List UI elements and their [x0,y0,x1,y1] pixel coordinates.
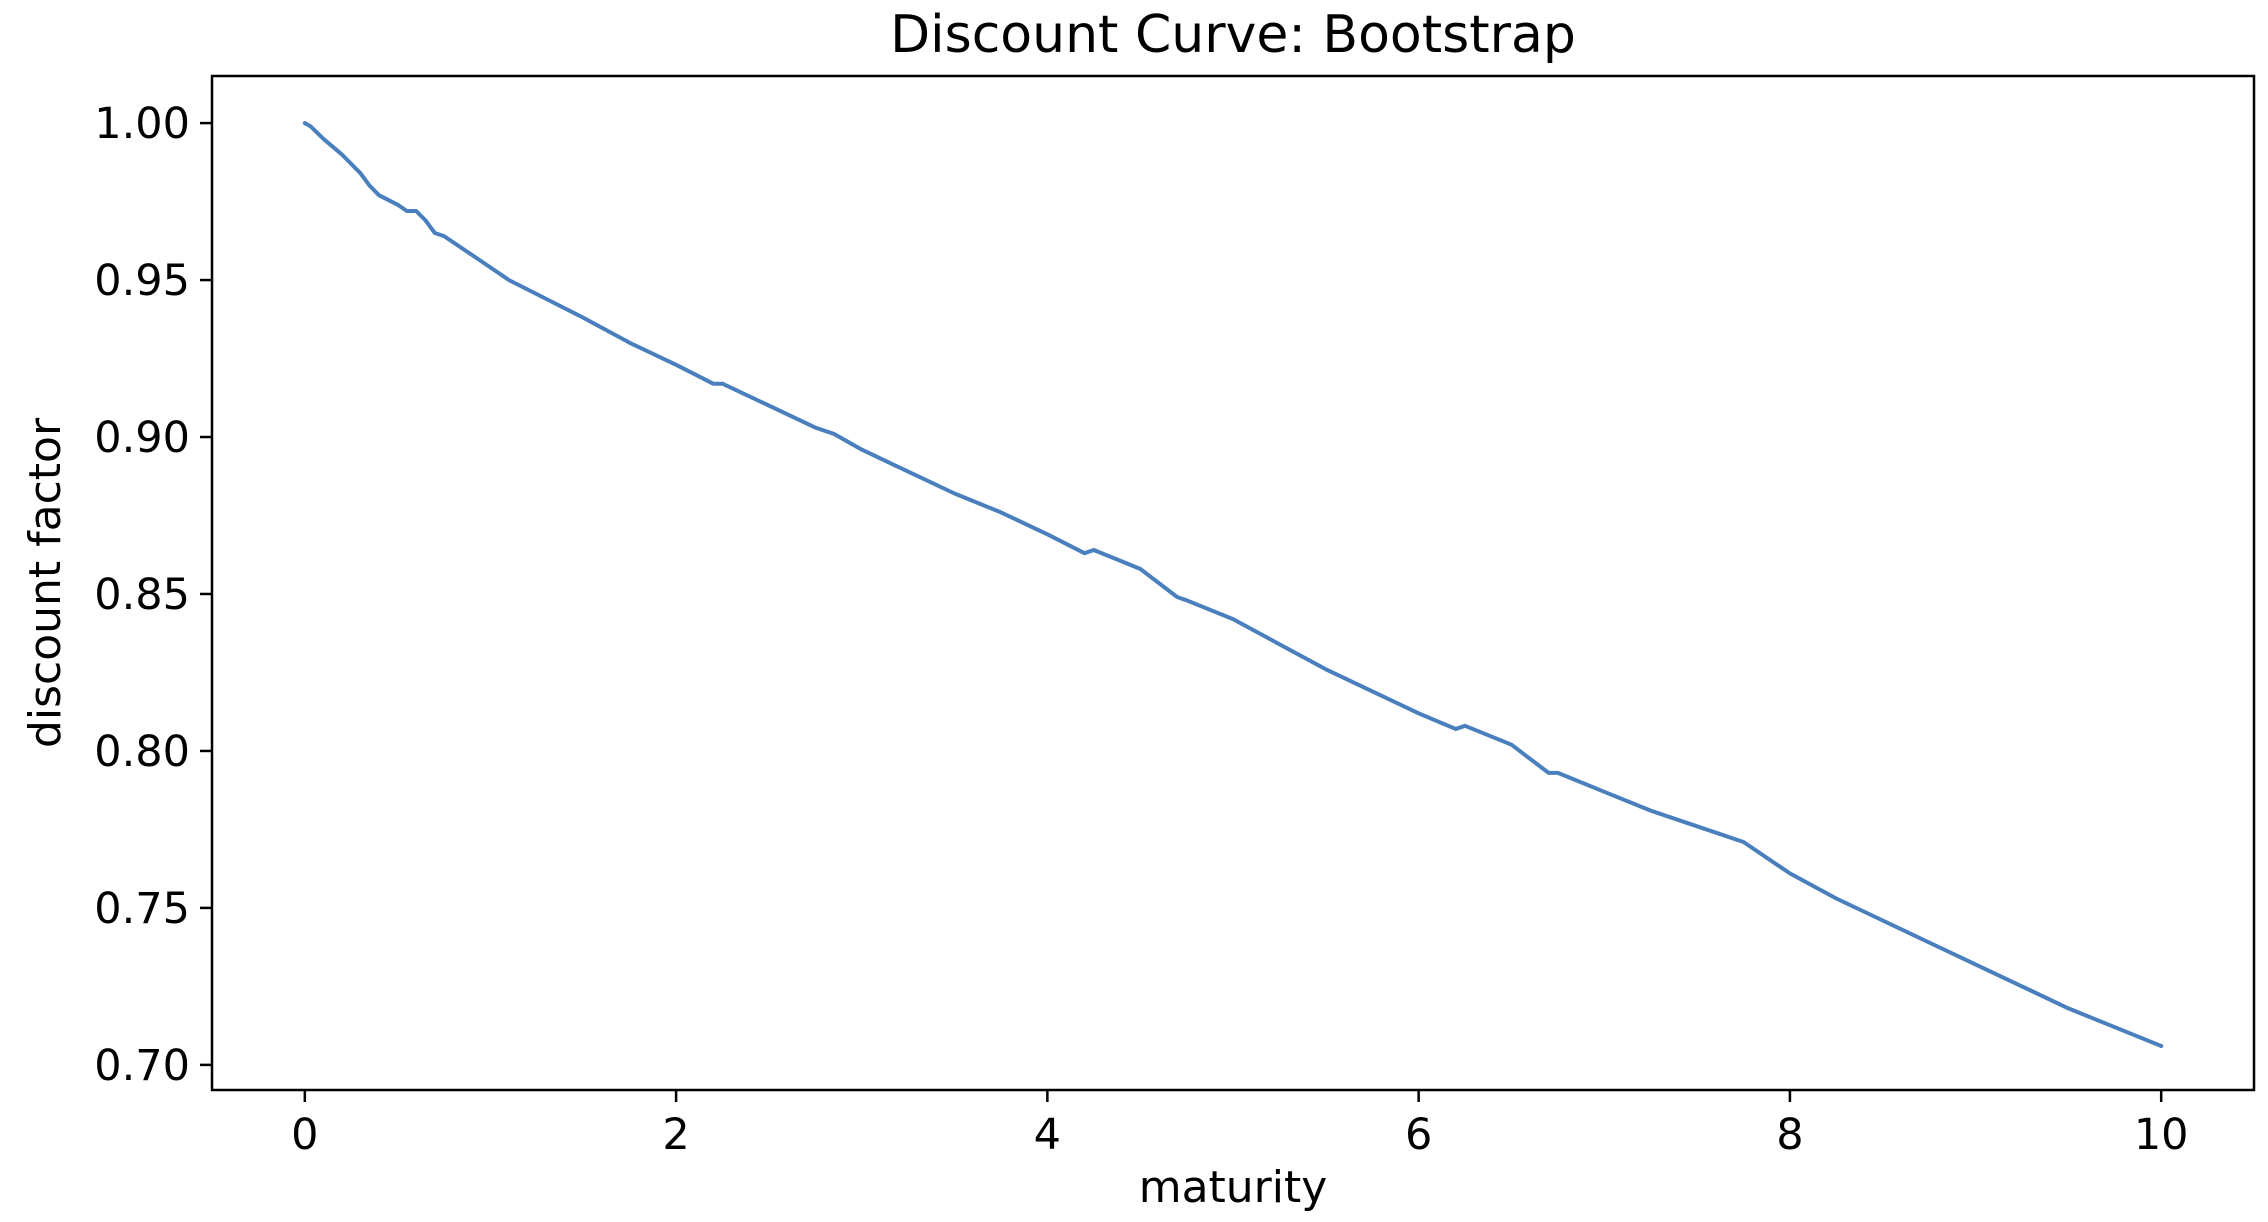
x-axis-label: maturity [1139,1162,1328,1213]
x-tick-label: 8 [1776,1110,1803,1160]
x-tick-label: 4 [1034,1110,1061,1160]
x-tick-label: 6 [1405,1110,1432,1160]
x-axis: 0 2 4 6 8 10 [291,1090,2189,1160]
y-axis-label: discount factor [20,417,71,748]
series-line-0 [302,121,2164,1048]
y-tick-label: 0.95 [94,256,190,306]
y-tick-label: 0.70 [94,1041,190,1091]
y-axis: 0.70 0.75 0.80 0.85 0.90 0.95 1.00 [94,99,212,1091]
y-tick-label: 0.85 [94,570,190,620]
x-tick-label: 10 [2134,1110,2189,1160]
plot-area: 0 2 4 6 8 10 0.70 0.75 0.80 0.85 0.90 0.95 1.00 [94,74,2256,1160]
x-tick-label: 0 [291,1110,318,1160]
chart-title: Discount Curve: Bootstrap [890,5,1576,65]
plot-frame [210,74,2256,1092]
series-layer [302,121,2164,1048]
y-tick-label: 0.75 [94,884,190,934]
y-tick-label: 1.00 [94,99,190,149]
x-tick-label: 2 [662,1110,689,1160]
y-tick-label: 0.90 [94,413,190,463]
y-tick-label: 0.80 [94,727,190,777]
